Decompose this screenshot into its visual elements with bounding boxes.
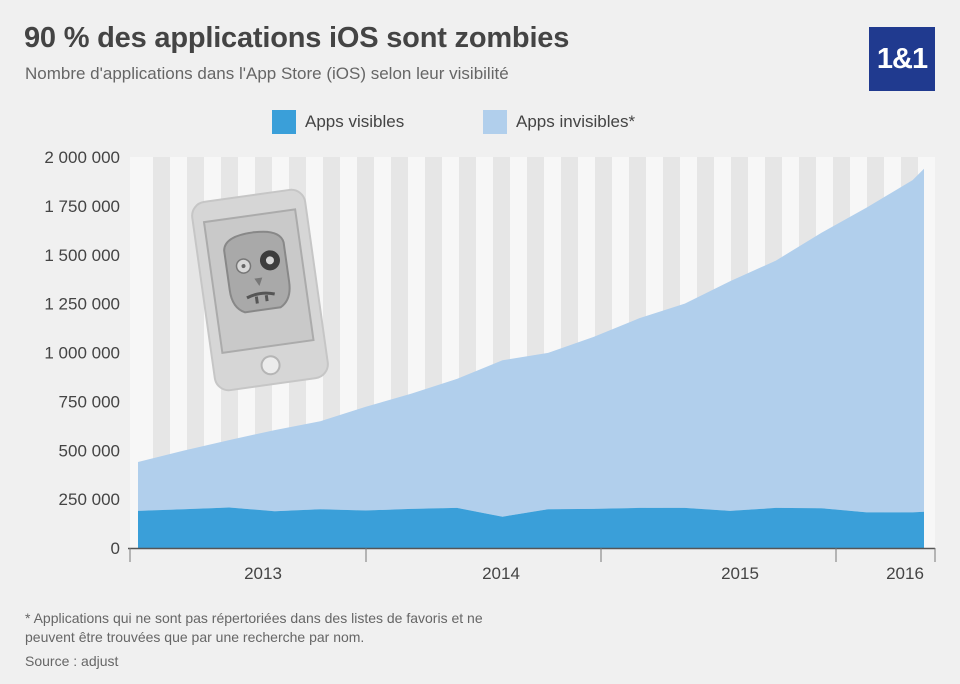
y-tick-label: 1 750 000 — [44, 197, 120, 216]
series-area-apps-visibles — [138, 507, 924, 548]
legend-label-visible: Apps visibles — [305, 112, 405, 131]
legend-item-invisible: Apps invisibles* — [483, 110, 635, 134]
legend-item-visible: Apps visibles — [272, 110, 404, 134]
chart-subtitle: Nombre d'applications dans l'App Store (… — [25, 64, 509, 83]
legend-swatch-visible — [272, 110, 296, 134]
y-tick-label: 2 000 000 — [44, 148, 120, 167]
x-tick-label: 2014 — [482, 564, 520, 583]
y-tick-label: 500 000 — [59, 441, 120, 460]
y-tick-label: 0 — [111, 539, 120, 558]
y-tick-label: 1 000 000 — [44, 344, 120, 363]
legend-label-invisible: Apps invisibles* — [516, 112, 636, 131]
series-area-apps-invisibles — [138, 168, 924, 517]
source: Source : adjust — [25, 653, 119, 669]
y-tick-label: 1 250 000 — [44, 295, 120, 314]
legend: Apps visibles Apps invisibles* — [0, 110, 960, 136]
legend-swatch-invisible — [483, 110, 507, 134]
grid-stripe — [153, 157, 170, 548]
x-tick-label: 2015 — [721, 564, 759, 583]
zombie-phone-icon — [191, 188, 329, 392]
chart-title: 90 % des applications iOS sont zombies — [24, 22, 570, 54]
y-tick-label: 250 000 — [59, 490, 120, 509]
y-tick-label: 1 500 000 — [44, 246, 120, 265]
y-tick-label: 750 000 — [59, 392, 120, 411]
footnote: * Applications qui ne sont pas répertori… — [25, 610, 483, 645]
data-areas — [138, 168, 924, 548]
brand-logo: 1&1 — [869, 27, 935, 91]
axes: 2 000 000 1 750 000 1 500 000 1 250 000 1 00… — [44, 148, 936, 583]
x-tick-label: 2013 — [244, 564, 282, 583]
x-tick-label: 2016 — [886, 564, 924, 583]
